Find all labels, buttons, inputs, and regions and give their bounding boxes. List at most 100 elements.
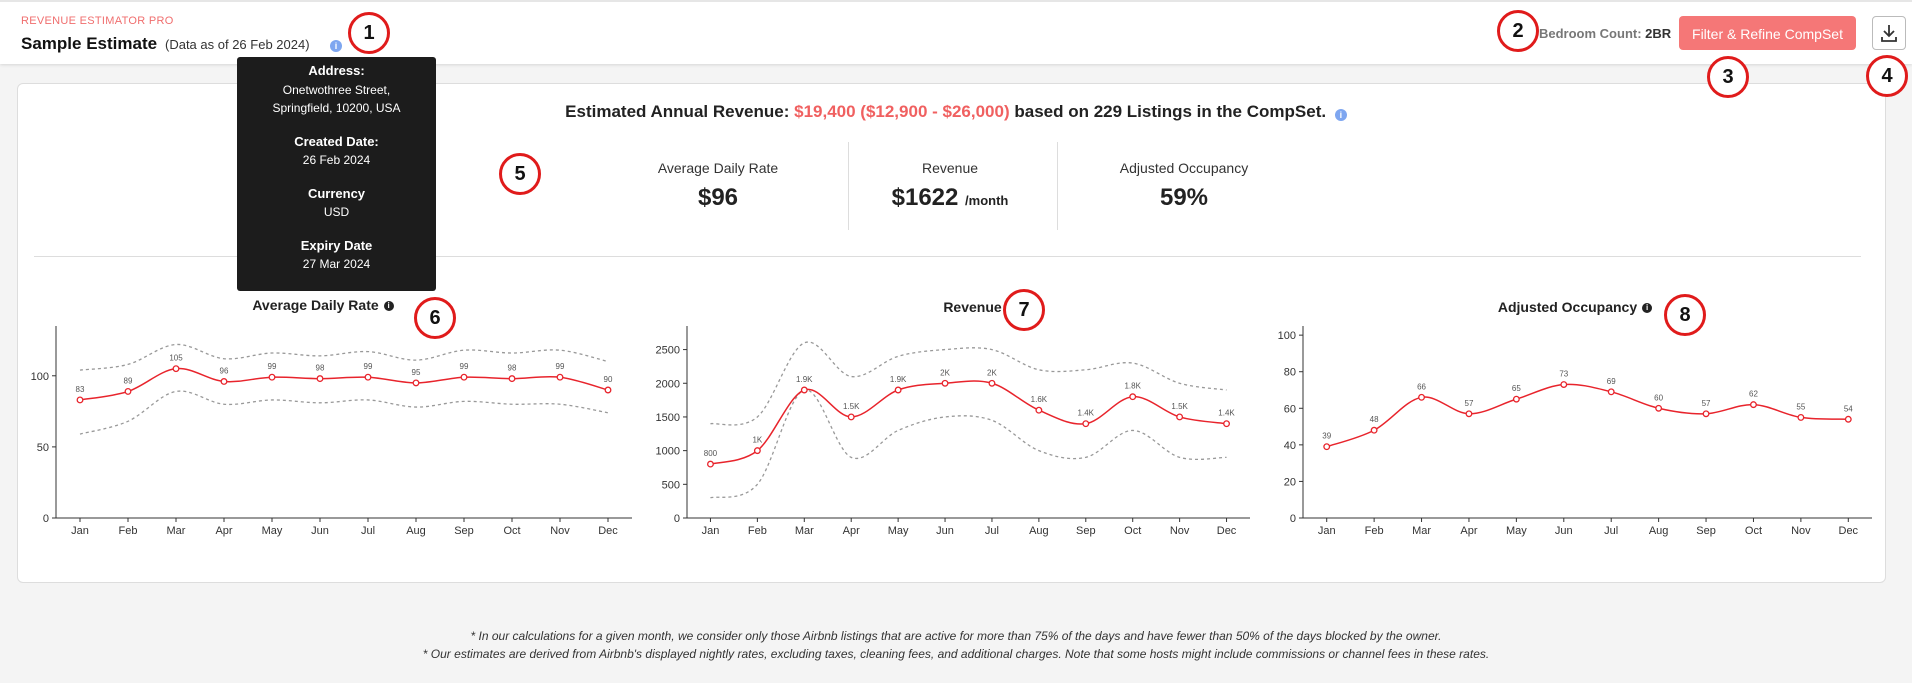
x-tick-label: Oct [1124, 525, 1141, 537]
data-point [364, 373, 372, 381]
x-tick-label: Jan [1318, 525, 1336, 537]
data-label: 1.6K [1031, 395, 1048, 404]
data-label: 99 [268, 362, 277, 371]
top-bar: REVENUE ESTIMATOR PRO Sample Estimate (D… [0, 0, 1912, 64]
headline-value: $19,400 ($12,900 - $26,000) [794, 102, 1010, 121]
y-tick-label: 20 [1284, 476, 1296, 488]
x-tick-label: Jan [702, 525, 720, 537]
chart-occupancy: 0 20 40 60 80 100 Jan Feb Mar Apr May Jun Jul Aug Sep O… [1278, 326, 1872, 537]
data-label: 55 [1796, 402, 1805, 411]
data-point [1323, 443, 1331, 451]
data-label: 65 [1512, 384, 1521, 393]
data-point [1844, 415, 1852, 423]
data-date: (Data as of 26 Feb 2024) [165, 37, 310, 52]
revenue-unit: /month [965, 193, 1009, 208]
y-tick-label: 500 [662, 479, 680, 491]
x-tick-label: Jun [936, 525, 954, 537]
series-line [79, 367, 609, 401]
tooltip-expiry-label: Expiry Date [300, 238, 373, 253]
filter-refine-button[interactable]: Filter & Refine CompSet [1679, 16, 1856, 50]
data-label: 95 [412, 368, 421, 377]
data-label: 66 [1417, 382, 1426, 391]
data-point [316, 375, 324, 383]
data-label: 62 [1749, 390, 1758, 399]
chart-info-icon[interactable]: i [1642, 303, 1653, 314]
data-label: 98 [316, 364, 325, 373]
download-button[interactable] [1872, 16, 1906, 50]
y-tick-label: 1000 [656, 446, 680, 458]
x-tick-label: Jul [1604, 525, 1618, 537]
y-tick-label: 2000 [656, 378, 680, 390]
x-tick-label: Oct [1745, 525, 1762, 537]
x-tick-label: Sep [454, 525, 474, 537]
chart-info-icon[interactable]: i [383, 301, 394, 312]
data-point [460, 373, 468, 381]
data-point [1465, 410, 1473, 418]
x-tick-label: Mar [795, 525, 814, 537]
tooltip-created-label: Created Date: [294, 134, 379, 149]
x-tick-label: Feb [1365, 525, 1384, 537]
range-band-line [79, 343, 609, 371]
headline-suffix: based on 229 Listings in the CompSet. [1014, 102, 1327, 121]
chart-title-occupancy: Adjusted Occupancy i [1465, 299, 1685, 315]
data-point [1750, 401, 1757, 409]
data-point [1082, 420, 1090, 428]
y-tick-label: 60 [1284, 403, 1296, 415]
x-tick-label: Apr [1460, 525, 1477, 537]
annotation-badge: 2 [1497, 10, 1539, 52]
data-point [753, 447, 761, 455]
data-point [847, 413, 855, 421]
metric-occ-label: Adjusted Occupancy [1119, 160, 1249, 176]
data-point [220, 378, 228, 385]
data-point [1176, 413, 1184, 421]
footnote: * Our estimates are derived from Airbnb'… [422, 647, 1490, 661]
data-label: 800 [704, 449, 718, 458]
annotation-badge: 1 [348, 12, 390, 54]
metric-revenue: Revenue $1622 /month [850, 160, 1050, 212]
tooltip-created-value: 26 Feb 2024 [302, 153, 371, 167]
data-point [124, 387, 132, 395]
annotation-badge: 3 [1707, 56, 1749, 98]
data-point [1797, 413, 1805, 421]
metric-occupancy: Adjusted Occupancy 59% [1084, 160, 1284, 212]
data-label: 60 [1654, 393, 1663, 402]
tooltip-currency-label: Currency [307, 186, 366, 201]
chart-revenue: 0 500 1000 1500 2000 2500 Jan Feb Mar Apr May Jun Ju… [656, 326, 1250, 537]
x-tick-label: Apr [843, 525, 860, 537]
headline-info-icon[interactable]: i [1334, 109, 1347, 121]
annual-revenue-headline: Estimated Annual Revenue: $19,400 ($12,9… [0, 102, 1912, 122]
headline-prefix: Estimated Annual Revenue: [565, 102, 790, 121]
x-tick-label: Jun [311, 525, 329, 537]
data-point [508, 375, 516, 383]
data-point [1607, 388, 1615, 396]
x-tick-label: Feb [119, 525, 138, 537]
annotation-badge: 7 [1003, 289, 1045, 331]
data-point [941, 379, 949, 387]
x-tick-label: May [262, 525, 283, 537]
data-label: 73 [1559, 370, 1568, 379]
data-label: 1.5K [843, 402, 860, 411]
metric-divider [848, 142, 849, 230]
data-point [76, 396, 84, 404]
metric-revenue-value: $1622 /month [850, 184, 1050, 212]
tooltip-expiry-value: 27 Mar 2024 [302, 257, 371, 271]
download-icon [1881, 25, 1897, 42]
metric-adr-value: $96 [697, 184, 739, 211]
bedroom-label: Bedroom Count: [1539, 26, 1642, 41]
chart-adr: 0 50 100 Jan Feb Mar Apr May Jun Jul Aug Sep Oct Nov D… [31, 326, 632, 537]
data-label: 57 [1702, 399, 1711, 408]
x-tick-label: Oct [503, 525, 520, 537]
data-label: 2K [940, 368, 950, 377]
data-point [1512, 395, 1520, 403]
page-title: Sample Estimate [21, 34, 158, 53]
data-label: 39 [1322, 432, 1331, 441]
data-point [268, 373, 276, 381]
info-icon[interactable]: i [330, 40, 342, 52]
annotation-badge: 6 [414, 297, 456, 339]
revenue-amount: $1622 [891, 184, 959, 211]
x-tick-label: May [1506, 525, 1527, 537]
tooltip-currency-value: USD [323, 205, 350, 219]
data-point [1418, 393, 1425, 401]
data-point [800, 386, 808, 394]
data-label: 1.4K [1218, 409, 1235, 418]
